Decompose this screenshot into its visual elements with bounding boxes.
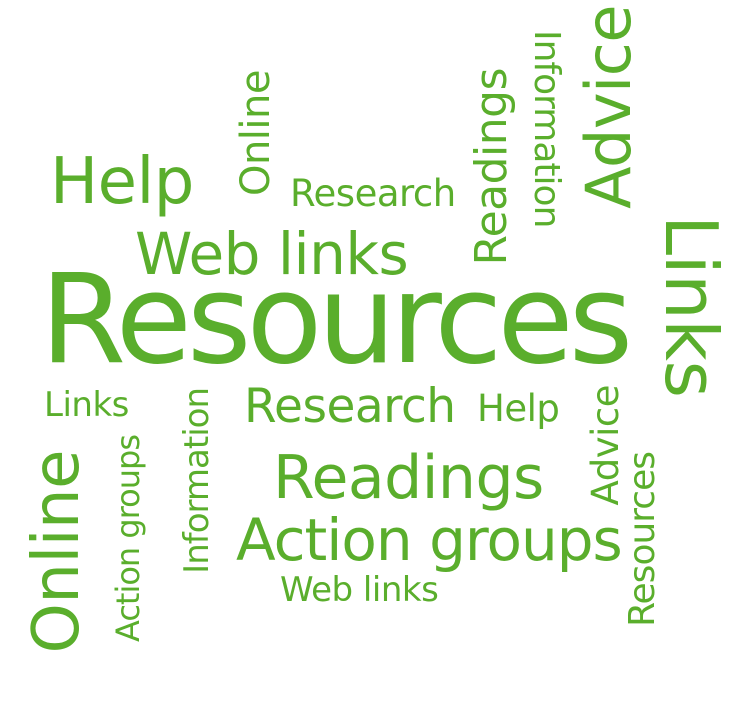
word-readings: Readings [273,443,544,513]
word-information: Information [526,30,567,228]
word-online: Online [233,70,279,197]
word-web-links: Web links [135,220,409,288]
word-research: Research [290,172,456,215]
word-web-links: Web links [280,570,439,610]
word-help: Help [477,387,560,430]
word-links: Links [44,385,129,425]
word-advice: Advice [584,385,627,506]
word-research: Research [244,379,456,434]
word-advice: Advice [572,5,645,209]
word-online: Online [20,450,94,654]
word-resources: Resources [622,452,663,627]
word-action-groups: Action groups [236,506,623,574]
word-action-groups: Action groups [109,435,147,642]
word-resources: Resources [40,248,633,392]
word-help: Help [50,145,194,219]
word-links: Links [649,215,733,398]
word-information: Information [177,388,217,574]
word-readings: Readings [466,68,517,266]
